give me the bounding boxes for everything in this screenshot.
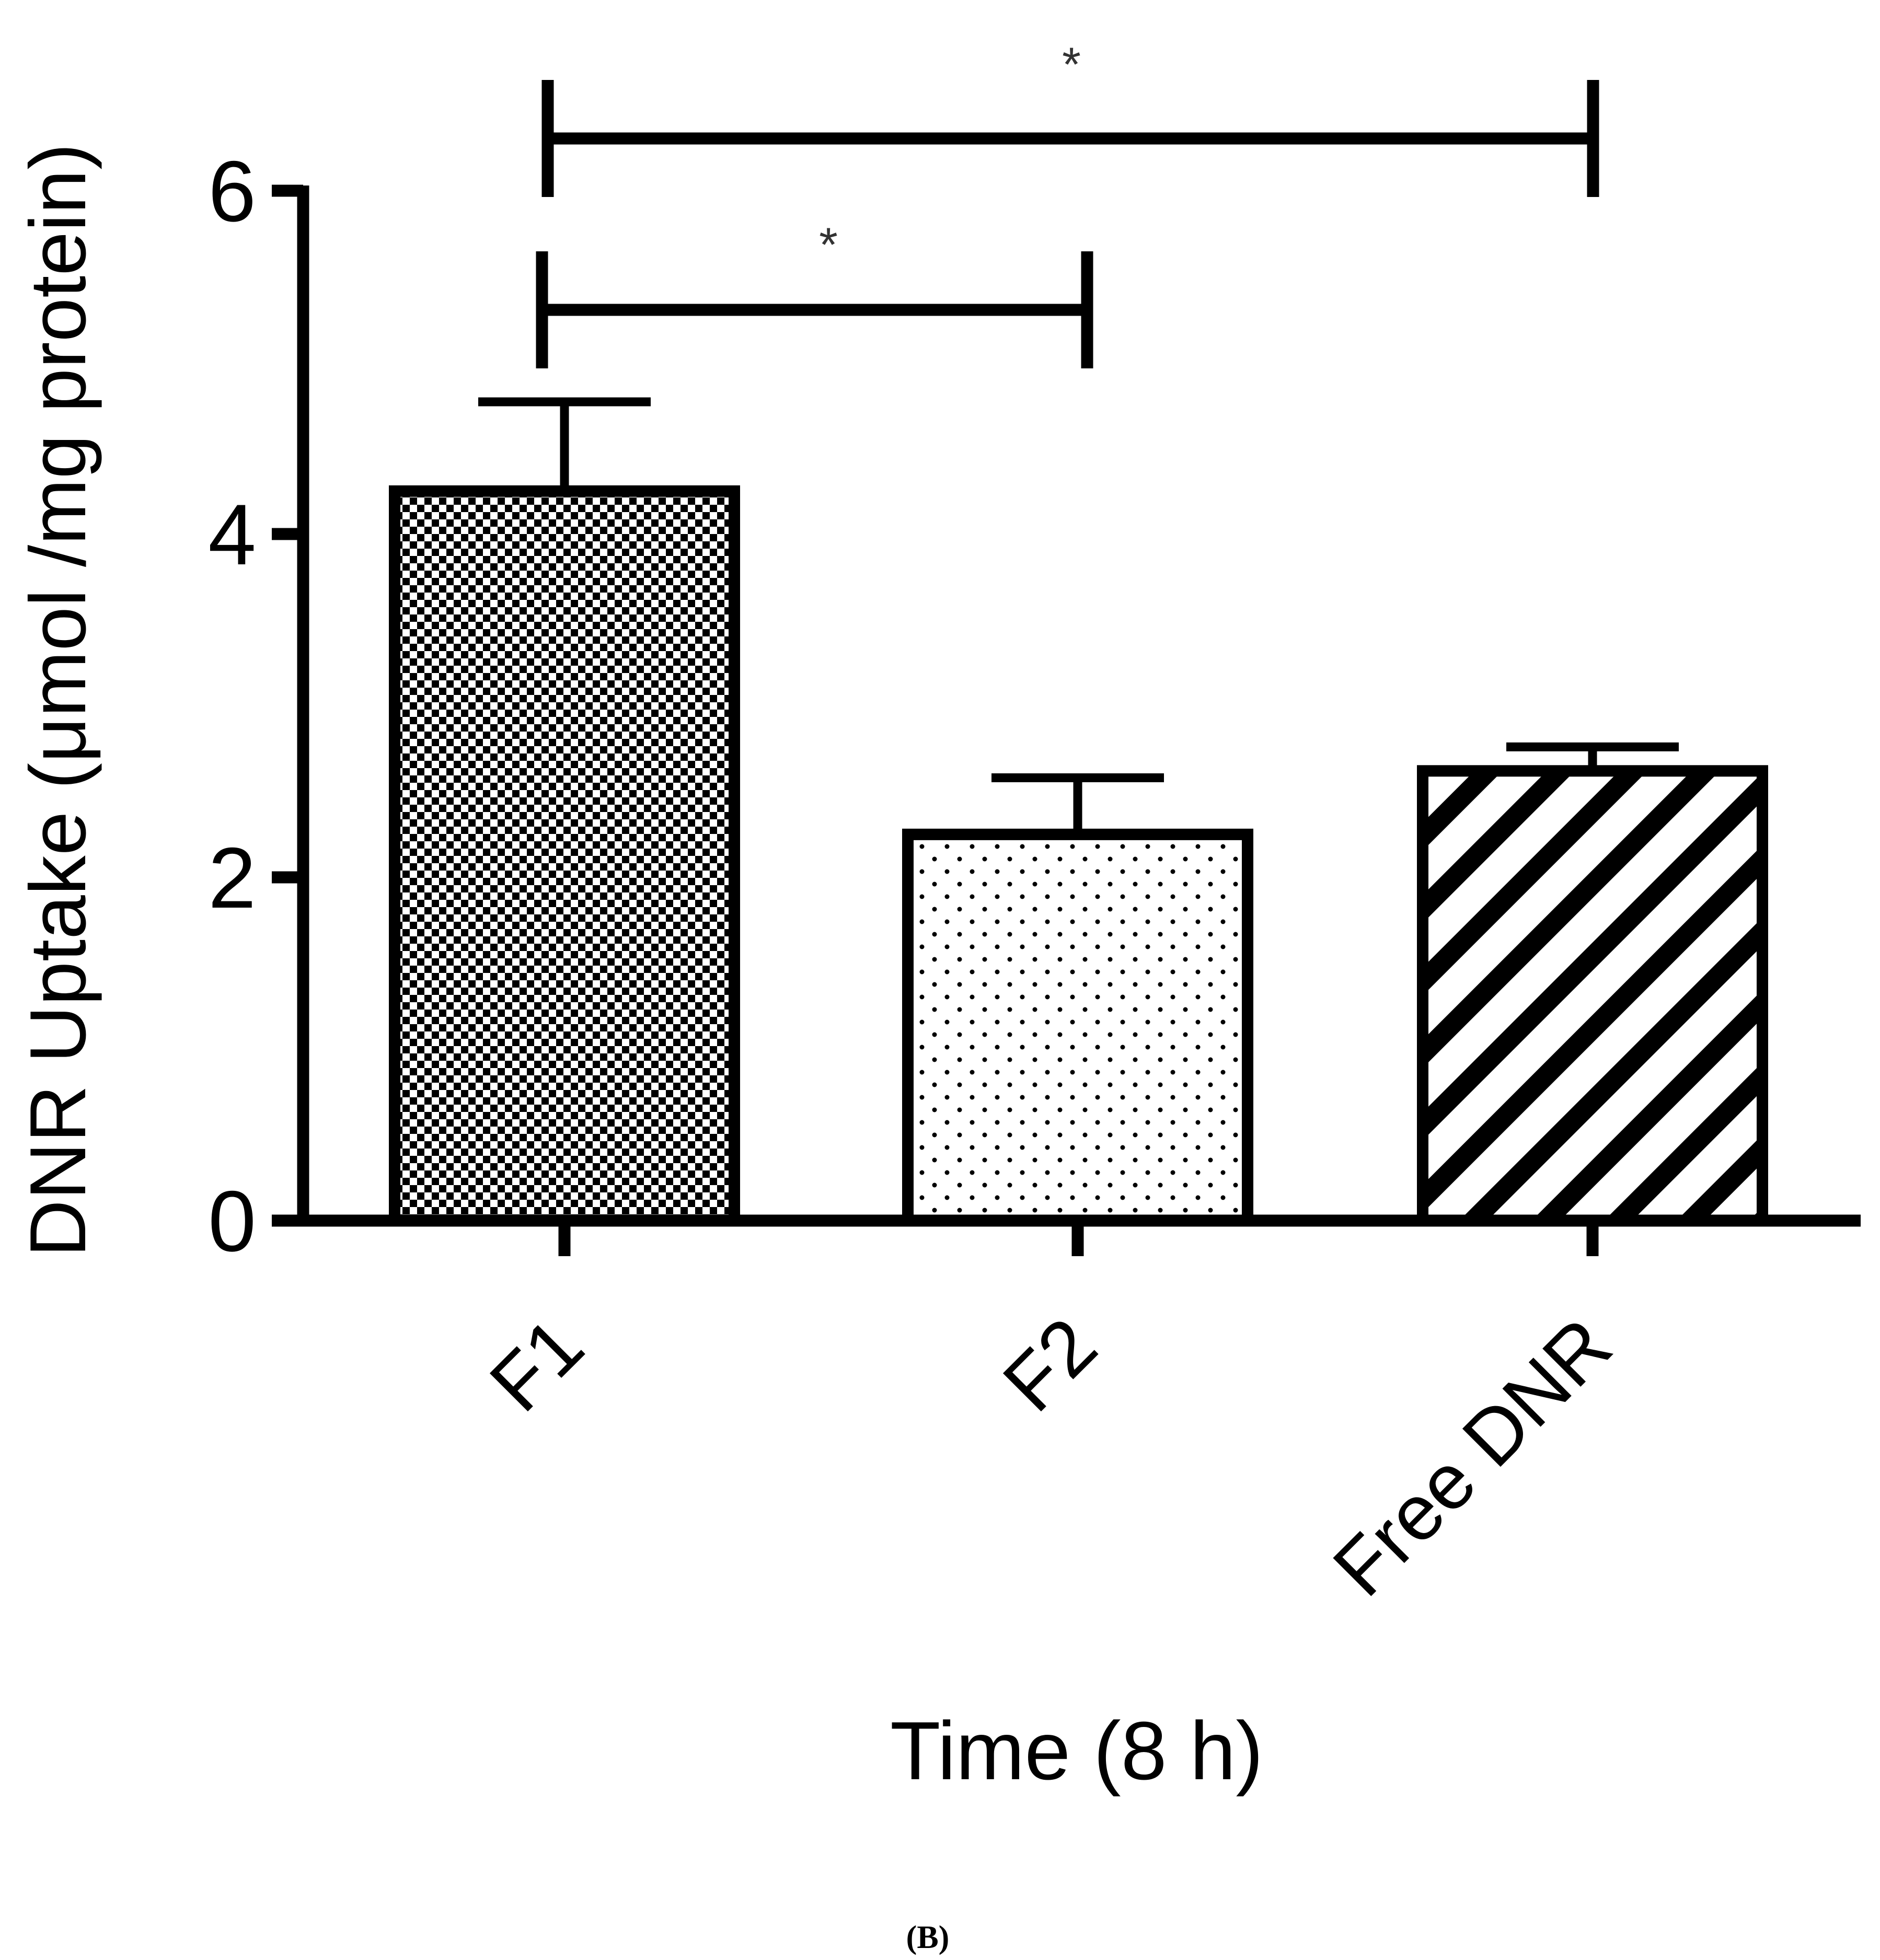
bar-free-dnr (1417, 765, 1768, 1226)
significance-star: * (819, 218, 838, 272)
significance-bracket-1: * (536, 218, 1093, 368)
x-tick-label-free-dnr: Free DNR (1316, 1301, 1628, 1613)
significance-bracket-2: * (541, 38, 1599, 197)
panel-label: (B) (906, 1920, 950, 1955)
bars-layer (389, 485, 1768, 1226)
bar-f2 (902, 828, 1253, 1226)
y-ticks-layer: 0 2 4 6 (208, 143, 303, 1269)
error-bar-free-dnr (1506, 742, 1679, 771)
significance-layer: ** (536, 38, 1599, 368)
x-tick-label-f2: F2 (986, 1301, 1113, 1428)
y-tick-label-6: 6 (208, 143, 256, 239)
x-ticks-layer: F1 F2 Free DNR (473, 1221, 1628, 1613)
significance-star: * (1062, 38, 1081, 91)
x-tick-label-f1: F1 (473, 1301, 600, 1428)
error-bar-f1 (478, 397, 651, 491)
y-tick-label-4: 4 (208, 486, 256, 583)
bar-f1 (389, 485, 740, 1226)
error-bar-f2 (991, 773, 1164, 834)
y-axis-label: DNR Uptake (μmol /mg protein) (14, 143, 102, 1257)
y-tick-label-2: 2 (208, 830, 256, 926)
error-bars-layer (478, 397, 1679, 834)
x-axis-label: Time (8 h) (890, 1705, 1263, 1797)
y-tick-label-0: 0 (208, 1173, 256, 1269)
